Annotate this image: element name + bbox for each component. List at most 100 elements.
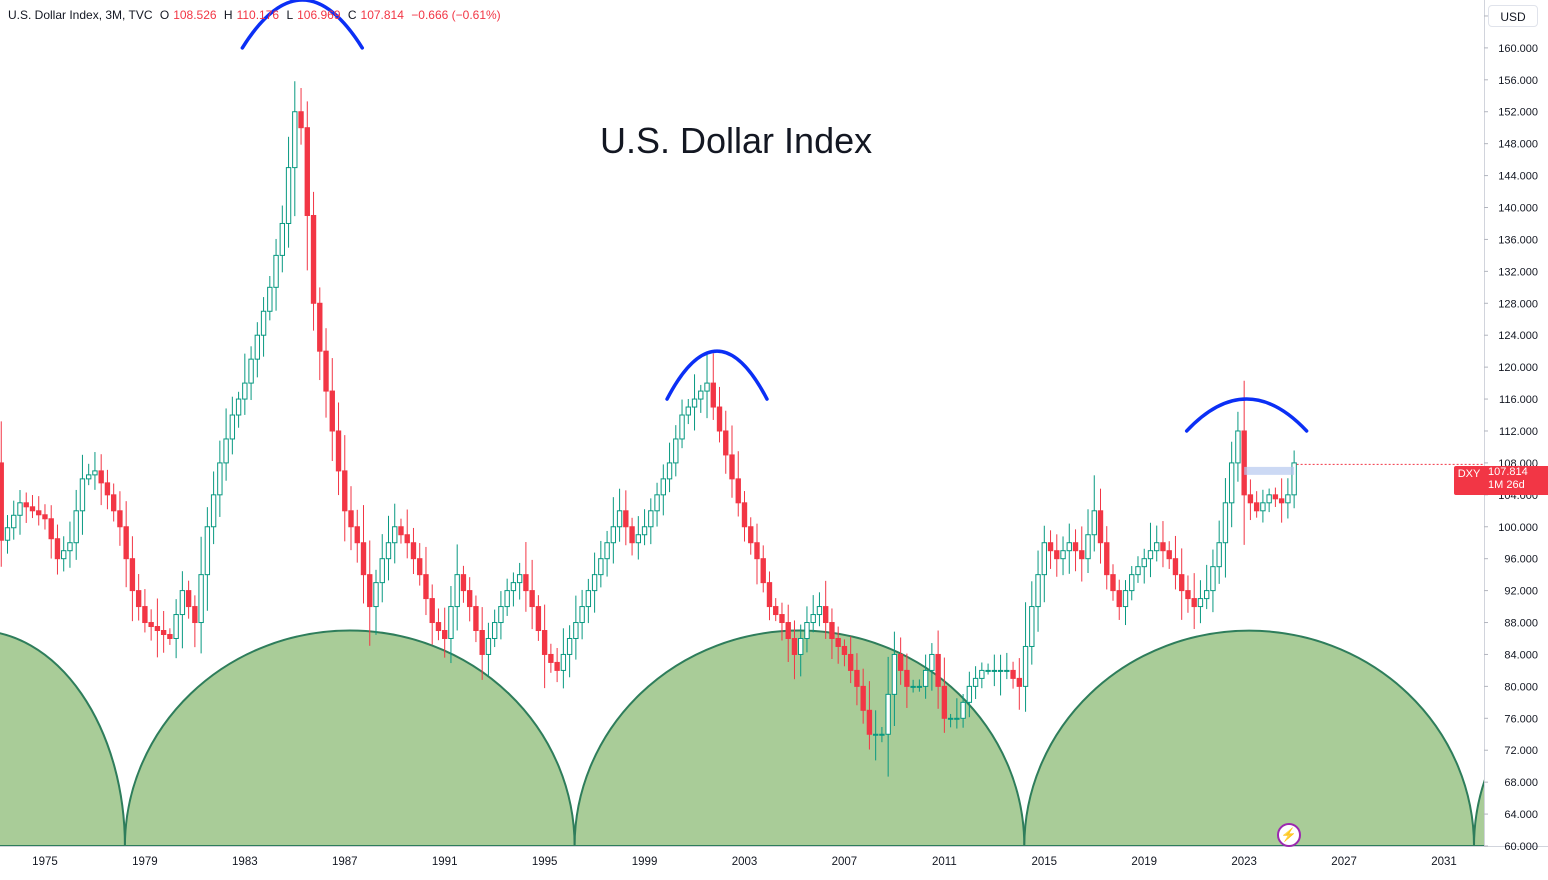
candle-down: [342, 470, 348, 512]
candle-up: [954, 717, 960, 720]
candle-up: [92, 470, 98, 476]
candle-down: [716, 406, 723, 432]
candle-down: [735, 478, 741, 504]
candle-up: [804, 622, 810, 639]
candle-down: [529, 590, 535, 608]
candle-up: [591, 574, 598, 592]
y-tick-label: 68.000: [1504, 777, 1538, 789]
candle-down: [410, 542, 417, 560]
candle-up: [229, 414, 236, 440]
y-tick-label: 80.000: [1504, 681, 1538, 693]
legend-open-label: O: [159, 8, 170, 22]
candle-up: [11, 514, 17, 529]
candle-down: [23, 502, 29, 508]
candle-down: [298, 111, 304, 129]
candle-up: [1204, 590, 1210, 600]
candle-up: [698, 390, 704, 400]
candle-up: [566, 637, 573, 655]
candle-up: [879, 733, 885, 736]
candle-up: [260, 310, 267, 336]
chart-title: U.S. Dollar Index: [600, 120, 873, 161]
candle-up: [910, 685, 916, 688]
legend-low: 106.969: [297, 8, 341, 22]
candle-up: [254, 334, 261, 360]
candle-up: [604, 542, 610, 560]
candle-down: [1054, 550, 1060, 560]
lightning-icon[interactable]: ⚡: [1277, 823, 1301, 847]
candle-down: [1247, 494, 1254, 504]
y-tick-label: 128.000: [1498, 298, 1538, 310]
candle-down: [0, 462, 4, 541]
candle-up: [223, 438, 229, 464]
candle-down: [1072, 542, 1079, 552]
candle-up: [198, 574, 204, 624]
candle-up: [61, 550, 67, 560]
candle-down: [154, 626, 161, 632]
candle-down: [354, 526, 360, 544]
candle-down: [329, 390, 335, 432]
candle-up: [1235, 430, 1241, 464]
candle-down: [710, 382, 716, 408]
candle-down: [535, 606, 542, 632]
candle-up: [1285, 494, 1291, 504]
candle-down: [748, 526, 754, 544]
candle-up: [385, 542, 392, 560]
candle-up: [292, 111, 298, 169]
y-tick-label: 64.000: [1504, 809, 1538, 821]
candle-up: [798, 637, 804, 655]
candle-up: [210, 494, 217, 528]
y-tick-label: 148.000: [1498, 139, 1538, 151]
candle-up: [979, 669, 985, 679]
candle-down: [860, 685, 866, 711]
candle-down: [1166, 550, 1172, 560]
candle-up: [17, 502, 23, 516]
candle-up: [1135, 566, 1141, 576]
candle-up: [891, 653, 898, 695]
candle-up: [947, 717, 954, 720]
candle-up: [1266, 494, 1272, 504]
candle-up: [1210, 566, 1216, 592]
candle-up: [235, 398, 242, 416]
candle-down: [1104, 542, 1110, 576]
candle-up: [816, 606, 823, 616]
y-tick-label: 76.000: [1504, 713, 1538, 725]
candle-down: [160, 630, 167, 636]
candle-up: [1004, 669, 1010, 672]
y-tick-label: 140.000: [1498, 203, 1538, 215]
y-tick-label: 100.000: [1498, 522, 1538, 534]
candle-up: [579, 606, 585, 624]
currency-button[interactable]: USD: [1488, 5, 1538, 27]
legend-low-label: L: [286, 8, 294, 22]
candle-up: [972, 677, 979, 687]
legend-symbol[interactable]: U.S. Dollar Index, 3M, TVC: [8, 8, 153, 22]
candle-down: [473, 606, 479, 632]
y-tick-label: 136.000: [1498, 234, 1538, 246]
y-tick-label: 160.000: [1498, 43, 1538, 55]
candle-down: [723, 430, 729, 456]
x-tick-label: 1991: [432, 856, 458, 868]
candle-up: [654, 494, 660, 512]
x-tick-label: 2023: [1231, 856, 1257, 868]
candle-down: [479, 630, 485, 655]
candle-down: [629, 526, 635, 544]
x-tick-label: 2007: [832, 856, 858, 868]
candle-down: [404, 534, 410, 544]
candle-up: [79, 478, 86, 512]
y-tick-label: 132.000: [1498, 266, 1538, 278]
candle-up: [1222, 502, 1229, 544]
price-tag-symbol: DXY: [1457, 468, 1481, 480]
resistance-zone: [1244, 466, 1295, 475]
candle-up: [1216, 542, 1222, 568]
candle-up: [679, 414, 685, 440]
candle-up: [1129, 574, 1135, 592]
candle-down: [42, 514, 48, 520]
candle-up: [922, 669, 929, 687]
candle-up: [991, 669, 998, 672]
candle-up: [610, 526, 617, 544]
y-tick-label: 124.000: [1498, 330, 1538, 342]
y-tick-label: 116.000: [1499, 394, 1538, 406]
x-tick-label: 1979: [132, 856, 158, 868]
candle-down: [317, 302, 323, 352]
